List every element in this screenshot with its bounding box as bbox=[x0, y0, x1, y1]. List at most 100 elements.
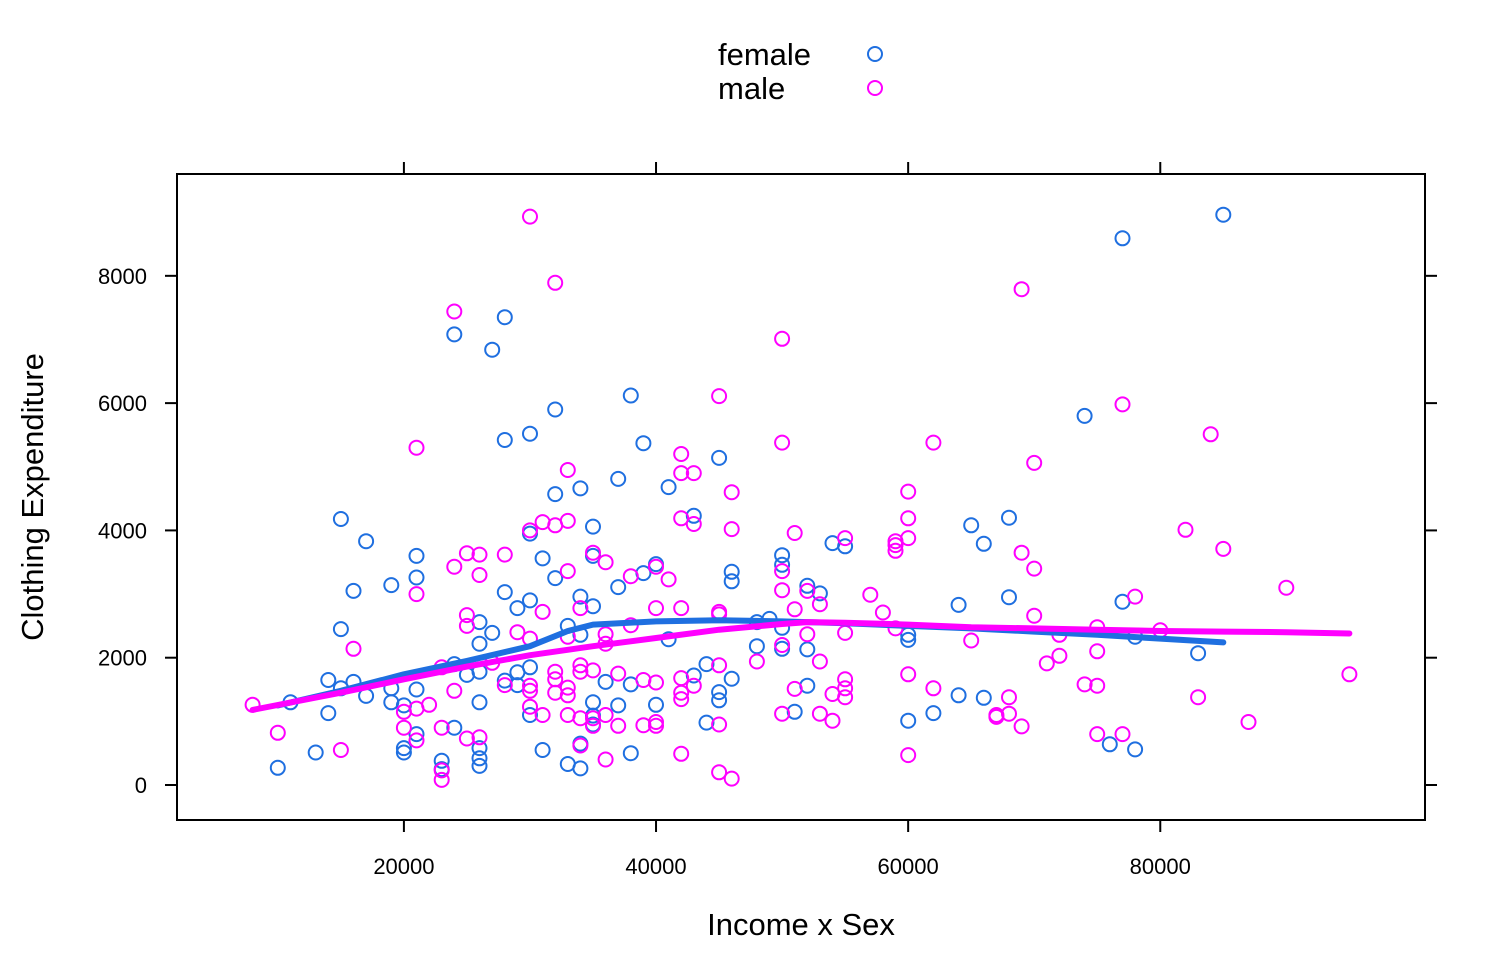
male-point bbox=[673, 745, 690, 762]
male-point bbox=[774, 582, 791, 599]
male-point bbox=[1026, 454, 1043, 471]
male-point bbox=[585, 662, 601, 679]
male-point bbox=[648, 674, 664, 691]
male-point bbox=[585, 717, 601, 734]
male-point bbox=[496, 677, 513, 694]
male-point bbox=[811, 653, 828, 670]
plot-frame bbox=[176, 173, 1426, 821]
female-point bbox=[900, 712, 917, 729]
male-point bbox=[522, 682, 538, 699]
male-point bbox=[648, 600, 664, 617]
male-point bbox=[837, 689, 854, 706]
female-point bbox=[698, 656, 715, 673]
male-point bbox=[559, 687, 576, 704]
male-point bbox=[711, 657, 728, 674]
male-point bbox=[1240, 714, 1257, 730]
female-point bbox=[925, 705, 942, 722]
female-point bbox=[408, 569, 425, 586]
male-point bbox=[685, 516, 702, 532]
male-point bbox=[433, 771, 450, 788]
male-point bbox=[723, 484, 740, 501]
female-point bbox=[395, 740, 412, 757]
male-point bbox=[458, 617, 475, 634]
female-point bbox=[320, 705, 337, 722]
male-point bbox=[585, 544, 601, 561]
female-point bbox=[950, 687, 967, 704]
female-smooth-line bbox=[274, 617, 1227, 709]
female-point bbox=[433, 752, 450, 769]
female-point bbox=[496, 309, 513, 326]
female-point bbox=[1114, 230, 1131, 247]
x-tick-label: 40000 bbox=[625, 854, 686, 879]
male-point bbox=[1001, 705, 1017, 722]
male-point bbox=[433, 719, 450, 736]
male-point bbox=[446, 303, 463, 320]
male-point bbox=[395, 719, 412, 736]
male-point bbox=[1076, 676, 1093, 693]
legend-label-male: male bbox=[718, 71, 785, 106]
female-point bbox=[711, 449, 728, 466]
male-point bbox=[572, 737, 589, 754]
male-point bbox=[1026, 607, 1043, 624]
male-point bbox=[660, 571, 677, 588]
male-point bbox=[1089, 643, 1106, 660]
female-point bbox=[1127, 741, 1144, 758]
female-point bbox=[471, 694, 488, 711]
female-point bbox=[900, 631, 917, 648]
male-point bbox=[900, 747, 917, 764]
male-point bbox=[774, 563, 791, 580]
male-point bbox=[1038, 655, 1055, 672]
female-point bbox=[395, 744, 412, 761]
male-point bbox=[1190, 689, 1207, 706]
male-point bbox=[711, 388, 728, 405]
female-point bbox=[723, 573, 740, 590]
female-point bbox=[585, 694, 601, 711]
male-point bbox=[925, 680, 942, 697]
male-point bbox=[673, 446, 690, 462]
male-point bbox=[673, 465, 690, 482]
male-point bbox=[887, 537, 904, 554]
x-axis-title: Income x Sex bbox=[707, 907, 895, 942]
female-point bbox=[1101, 736, 1118, 753]
male-point bbox=[748, 653, 765, 670]
male-point bbox=[1089, 677, 1106, 694]
male-point bbox=[547, 274, 564, 291]
male-point bbox=[1051, 647, 1068, 664]
legend-marker-male bbox=[867, 80, 883, 96]
male-point bbox=[471, 546, 488, 563]
female-point bbox=[320, 672, 337, 688]
male-point bbox=[837, 624, 854, 641]
male-point bbox=[811, 705, 828, 722]
female-point bbox=[723, 563, 740, 580]
male-point bbox=[799, 582, 816, 599]
female-point bbox=[522, 707, 538, 723]
male-point bbox=[900, 483, 917, 500]
male-point bbox=[597, 554, 614, 571]
female-point bbox=[269, 759, 286, 776]
male-point bbox=[711, 764, 728, 781]
male-point bbox=[786, 680, 803, 697]
male-point bbox=[572, 710, 589, 727]
male-point bbox=[673, 684, 690, 701]
male-point bbox=[496, 546, 513, 563]
male-point bbox=[774, 434, 791, 451]
female-point bbox=[585, 598, 601, 615]
female-point bbox=[572, 588, 589, 605]
female-point bbox=[1076, 407, 1093, 424]
smooth-lines bbox=[249, 617, 1353, 713]
female-point bbox=[446, 719, 463, 736]
male-point bbox=[685, 465, 702, 482]
y-tick-label: 6000 bbox=[98, 391, 147, 416]
female-point bbox=[522, 659, 538, 676]
male-point bbox=[458, 730, 475, 747]
male-point bbox=[648, 717, 664, 734]
axis-ticks: 20000 40000 60000 80000 0 2000 4000 6000 8000 bbox=[98, 162, 1437, 879]
male-point bbox=[421, 696, 438, 713]
female-point bbox=[534, 742, 551, 758]
male-point bbox=[1114, 396, 1131, 413]
male-point bbox=[837, 530, 854, 547]
female-point bbox=[534, 550, 551, 567]
male-point bbox=[887, 542, 904, 559]
female-point bbox=[332, 621, 349, 638]
